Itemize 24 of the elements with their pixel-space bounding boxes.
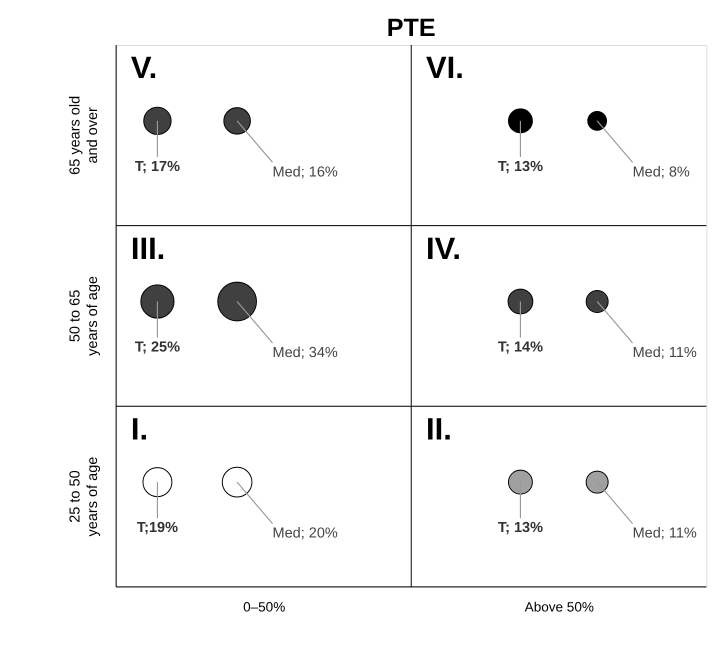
category-label: Above 50% [524, 600, 594, 615]
data-label: Med; 8% [632, 164, 690, 180]
data-label: T;19% [136, 520, 178, 536]
data-label: T; 13% [498, 520, 544, 536]
text: PTE [386, 14, 436, 42]
text: III. [130, 230, 166, 266]
category-label: 25 to 50 years of age [68, 456, 102, 536]
data-label: Med; 20% [272, 526, 338, 542]
data-label: T; 14% [498, 339, 544, 356]
text: I. [130, 411, 148, 446]
text: II. [426, 411, 452, 446]
data-label: T; 25% [134, 339, 180, 356]
data-label: Med; 11% [632, 526, 697, 542]
data-label: T; 17% [134, 158, 180, 175]
text: VI. [426, 50, 464, 86]
category-label: 65 years old and over [68, 96, 102, 175]
text: IV. [426, 230, 462, 266]
data-label: Med; 34% [272, 344, 338, 361]
category-label: 0–50% [243, 600, 286, 615]
data-label: T; 13% [498, 158, 544, 175]
category-label: 50 to 65 years of age [68, 276, 102, 356]
data-label: Med; 11% [632, 344, 697, 361]
data-label: Med; 16% [272, 164, 338, 180]
text: V. [130, 50, 158, 86]
